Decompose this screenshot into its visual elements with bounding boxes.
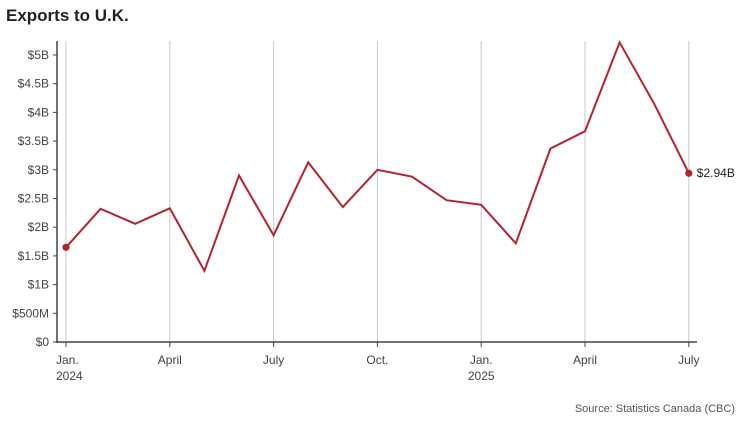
chart-title: Exports to U.K. bbox=[6, 6, 129, 25]
source-note: Source: Statistics Canada (CBC) bbox=[574, 403, 735, 415]
y-tick-label: $3.5B bbox=[18, 134, 49, 148]
y-tick-label: $4B bbox=[28, 105, 49, 119]
y-tick-label: $2B bbox=[28, 220, 49, 234]
y-tick-label: $5B bbox=[28, 48, 49, 62]
end-value-label: $2.94B bbox=[697, 166, 735, 180]
axis-layer bbox=[53, 41, 697, 347]
y-tick-label: $1B bbox=[28, 278, 49, 292]
y-tick-label: $500M bbox=[12, 306, 49, 320]
data-point-marker bbox=[685, 169, 693, 177]
y-tick-label: $3B bbox=[28, 163, 49, 177]
x-tick-label: Jan. bbox=[470, 353, 493, 367]
x-tick-sublabel: 2025 bbox=[468, 369, 495, 383]
x-tick-label: April bbox=[158, 353, 182, 367]
x-tick-label: Jan. bbox=[56, 353, 79, 367]
series-layer bbox=[62, 40, 693, 274]
x-tick-label: April bbox=[573, 353, 597, 367]
y-tick-label: $1.5B bbox=[18, 249, 49, 263]
label-layer: $0 $500M $1B $1.5B $2B $2.5B $3B $3.5B $4B $4.5B $… bbox=[12, 48, 735, 383]
y-tick-label: $0 bbox=[36, 335, 50, 349]
x-tick-sublabel: 2024 bbox=[56, 369, 83, 383]
x-tick-label: July bbox=[263, 353, 284, 367]
x-tick-label: Oct. bbox=[366, 353, 388, 367]
y-tick-label: $4.5B bbox=[18, 77, 49, 91]
grid-layer bbox=[65, 41, 690, 343]
data-point-marker bbox=[62, 243, 70, 251]
series-line bbox=[65, 40, 690, 274]
y-tick-label: $2.5B bbox=[18, 192, 49, 206]
x-tick-label: July bbox=[678, 353, 699, 367]
